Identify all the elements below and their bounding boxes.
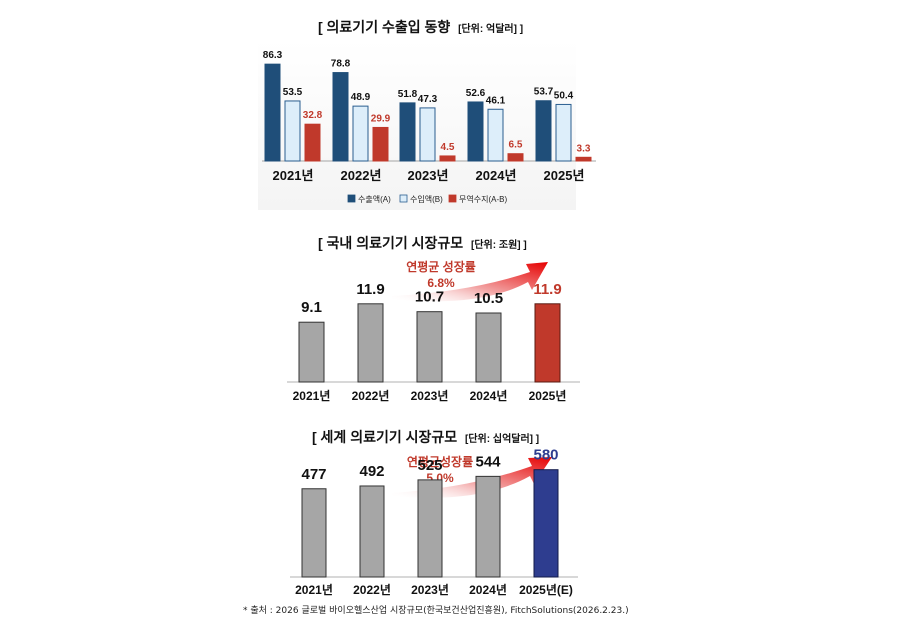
bar-balance	[304, 123, 321, 162]
bar-balance	[507, 153, 524, 162]
bar-import	[352, 105, 369, 162]
data-label: 477	[301, 466, 326, 483]
legend-swatch	[399, 194, 408, 203]
year-label: 2021년	[273, 168, 314, 183]
data-label: 525	[417, 457, 442, 474]
data-label: 46.1	[486, 95, 506, 106]
year-label: 2025년	[544, 168, 585, 183]
year-label: 2022년	[352, 389, 390, 403]
legend-label: 수입액(B)	[410, 194, 443, 204]
data-label: 492	[359, 463, 384, 480]
bar-export	[332, 72, 349, 162]
growth-annotation-rate: 6.8%	[427, 276, 455, 290]
data-label: 86.3	[263, 50, 283, 61]
domestic-market-chart: 연평균 성장률 6.8% 9.1 2021년 11.9 2022년 10.7 2023년 10.…	[287, 259, 580, 403]
data-label: 3.3	[577, 143, 591, 154]
source-footnote: * 출처 : 2026 글로벌 바이오헬스산업 시장규모(한국보건산업진흥원),…	[243, 606, 629, 616]
year-label: 2021년	[293, 389, 331, 403]
year-label: 2025년(E)	[519, 583, 573, 597]
data-label: 53.7	[534, 87, 554, 98]
data-label: 10.7	[415, 289, 444, 306]
world-chart-unit: [단위: 십억달러] ]	[465, 432, 539, 445]
world-market-chart: 연평균성장률5.0%4772021년4922022년5252023년544202…	[290, 447, 578, 597]
bar-export	[535, 100, 552, 162]
trade-chart-title: [ 의료기기 수출입 동향 [단위: 억달러] ]	[318, 19, 523, 35]
market-size-bar	[416, 311, 443, 383]
data-label: 78.8	[331, 59, 351, 70]
data-label: 10.5	[474, 290, 503, 307]
bar-import	[555, 103, 572, 162]
market-size-bar	[417, 479, 443, 578]
market-size-bar	[475, 475, 501, 578]
bar-balance	[439, 155, 456, 162]
data-label: 29.9	[371, 113, 391, 124]
data-label: 11.9	[533, 281, 561, 298]
data-label: 50.4	[554, 90, 574, 101]
data-label: 48.9	[351, 92, 371, 103]
year-label: 2021년	[295, 583, 333, 597]
year-label: 2022년	[353, 583, 391, 597]
world-chart-title: [ 세계 의료기기 시장규모 [단위: 십억달러] ]	[312, 429, 539, 445]
data-label: 9.1	[301, 299, 322, 316]
market-size-bar	[359, 485, 385, 578]
bar-import	[419, 107, 436, 162]
growth-annotation-label: 연평균성장률	[407, 454, 473, 469]
year-label: 2022년	[341, 168, 382, 183]
bar-balance	[372, 126, 389, 162]
data-label: 4.5	[441, 142, 455, 153]
bar-import	[487, 108, 504, 162]
data-label: 32.8	[303, 110, 323, 121]
data-label: 53.5	[283, 87, 303, 98]
trade-chart: 86.3 53.5 32.8 2021년 78.8 48.929.9 2022년 51.8 47…	[262, 50, 596, 183]
bar-export	[264, 63, 281, 162]
data-label: 11.9	[356, 281, 384, 298]
legend-label: 무역수지(A-B)	[459, 194, 507, 204]
data-label: 52.6	[466, 88, 486, 99]
year-label: 2023년	[408, 168, 449, 183]
year-label: 2023년	[411, 583, 449, 597]
year-label: 2024년	[469, 583, 507, 597]
growth-arrow	[392, 262, 548, 302]
data-label: 580	[533, 447, 558, 464]
data-label: 51.8	[398, 89, 418, 100]
year-label: 2025년	[529, 389, 567, 403]
legend-swatch	[347, 194, 356, 203]
legend-label: 수출액(A)	[358, 194, 391, 204]
market-size-bar	[533, 469, 559, 578]
year-label: 2024년	[470, 389, 508, 403]
data-label: 6.5	[509, 140, 523, 151]
domestic-chart-unit: [단위: 조원] ]	[471, 238, 527, 251]
market-size-bar	[298, 321, 325, 383]
domestic-chart-title: [ 국내 의료기기 시장규모 [단위: 조원] ]	[318, 235, 527, 251]
bar-export	[399, 102, 416, 162]
data-label: 47.3	[418, 94, 438, 105]
data-label: 544	[475, 453, 501, 470]
year-label: 2023년	[411, 389, 449, 403]
bar-balance	[575, 156, 592, 162]
market-size-bar	[301, 488, 327, 578]
legend-swatch	[448, 194, 457, 203]
growth-annotation-label: 연평균 성장률	[406, 259, 476, 274]
market-size-bar	[357, 303, 384, 383]
trade-chart-legend: 수출액(A) 수입액(B) 무역수지(A-B)	[347, 194, 507, 204]
trade-chart-unit: [단위: 억달러] ]	[458, 22, 523, 35]
market-size-bar	[475, 312, 502, 383]
bar-export	[467, 101, 484, 162]
bar-import	[284, 100, 301, 162]
growth-arrow	[392, 457, 552, 498]
year-label: 2024년	[476, 168, 517, 183]
market-size-bar	[534, 303, 561, 383]
